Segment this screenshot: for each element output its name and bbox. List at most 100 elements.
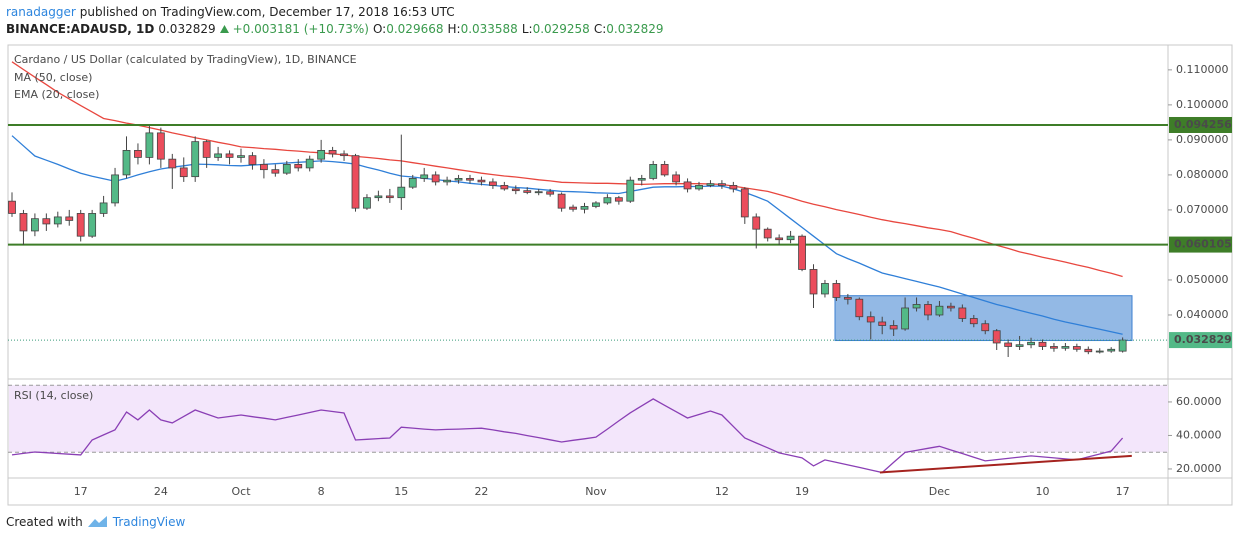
candle-body bbox=[832, 283, 841, 298]
candle-body bbox=[145, 132, 154, 158]
legend-entry: EMA (20, close) bbox=[14, 88, 99, 101]
candle-body bbox=[454, 178, 463, 181]
x-tick-label: Dec bbox=[929, 485, 950, 498]
candle-body bbox=[477, 179, 486, 183]
quote-line: BINANCE:ADAUSD, 1D 0.032829 +0.003181 (+… bbox=[6, 22, 664, 36]
candle-body bbox=[8, 200, 16, 214]
last-price: 0.032829 bbox=[158, 22, 216, 36]
candle-body bbox=[179, 167, 188, 178]
candle-body bbox=[626, 179, 635, 202]
candle-body bbox=[53, 216, 62, 225]
candle-body bbox=[76, 213, 85, 237]
candle-body bbox=[420, 174, 429, 179]
candle-body bbox=[328, 149, 337, 155]
candle-body bbox=[466, 178, 474, 181]
candle-body bbox=[65, 216, 74, 221]
author[interactable]: ranadagger bbox=[6, 5, 76, 19]
level-label: 0.060105 bbox=[1174, 238, 1232, 251]
x-tick-label: Nov bbox=[585, 485, 607, 498]
candle-body bbox=[374, 195, 383, 199]
ohlc-label: H: bbox=[447, 22, 461, 36]
ohlc-value: 0.029668 bbox=[386, 22, 444, 36]
candle-body bbox=[191, 141, 200, 178]
candle-body bbox=[889, 325, 898, 330]
change: +0.003181 (+10.73%) bbox=[232, 22, 369, 36]
candle-body bbox=[706, 183, 715, 186]
candle-body bbox=[695, 185, 703, 190]
x-tick-label: 12 bbox=[715, 485, 729, 498]
candle-body bbox=[340, 153, 348, 157]
candle-body bbox=[924, 304, 932, 316]
candle-body bbox=[866, 316, 875, 323]
candle-body bbox=[122, 149, 131, 176]
ohlc-label: L: bbox=[521, 22, 533, 36]
level-label-box bbox=[1169, 116, 1232, 133]
x-tick-label: 24 bbox=[154, 485, 168, 498]
candle-body bbox=[317, 149, 326, 160]
brand[interactable]: TradingView bbox=[112, 515, 186, 529]
candle-body bbox=[821, 283, 829, 295]
frame bbox=[7, 44, 1233, 506]
candle-body bbox=[168, 158, 177, 169]
candle-body bbox=[740, 188, 749, 218]
candle-body bbox=[1038, 341, 1047, 347]
candle-body bbox=[809, 269, 818, 295]
candle-body bbox=[534, 191, 543, 194]
x-tick-label: 17 bbox=[74, 485, 88, 498]
candle-body bbox=[614, 197, 623, 202]
trend-line bbox=[879, 454, 1132, 474]
candle-body bbox=[901, 307, 909, 330]
x-tick-label: 8 bbox=[318, 485, 325, 498]
candle-body bbox=[42, 218, 51, 225]
candle-body bbox=[798, 235, 806, 270]
level-label: 0.094256 bbox=[1174, 118, 1232, 131]
candle-body bbox=[363, 197, 371, 209]
x-tick-label: 15 bbox=[394, 485, 408, 498]
candle-body bbox=[637, 178, 646, 181]
y-tick-label: 0.110000 bbox=[1176, 63, 1229, 76]
legend-entry: RSI (14, close) bbox=[14, 389, 93, 402]
x-tick-label: 22 bbox=[474, 485, 488, 498]
candle-body bbox=[19, 213, 28, 232]
publish-line: ranadagger published on TradingView.com,… bbox=[6, 5, 455, 19]
candle-body bbox=[935, 305, 944, 316]
last-price-label: 0.032829 bbox=[1174, 333, 1232, 346]
candle-body bbox=[443, 179, 452, 183]
candle-body bbox=[1050, 346, 1058, 349]
candle-body bbox=[718, 183, 726, 186]
candle-body bbox=[729, 185, 738, 190]
candle-body bbox=[237, 155, 245, 158]
candle-body bbox=[523, 190, 532, 193]
candle-body bbox=[397, 186, 406, 199]
up-arrow bbox=[219, 25, 229, 33]
candle-body bbox=[592, 202, 600, 207]
candle-body bbox=[603, 197, 612, 204]
ohlc-value: 0.032829 bbox=[606, 22, 664, 36]
candle-body bbox=[30, 218, 39, 232]
rsi-band bbox=[9, 385, 1168, 453]
candle-body bbox=[88, 213, 97, 237]
ohlc: O: 0.029668 H: 0.033588 L: 0.029258 C: 0.032829 bbox=[373, 22, 664, 36]
last-price-box bbox=[1169, 332, 1232, 349]
candle-body bbox=[958, 307, 967, 319]
symbol: BINANCE:ADAUSD, 1D bbox=[6, 22, 155, 36]
ohlc-label: C: bbox=[593, 22, 607, 36]
candle-body bbox=[580, 206, 589, 210]
candle-body bbox=[546, 191, 555, 195]
candle-body bbox=[248, 155, 257, 165]
candle-body bbox=[408, 178, 417, 188]
published: published on TradingView.com, December 1… bbox=[79, 5, 455, 19]
candle-body bbox=[431, 174, 440, 183]
y-tick-label: 60.0000 bbox=[1176, 395, 1222, 408]
footer: Created with TradingView bbox=[6, 515, 185, 529]
y-tick-label: 0.100000 bbox=[1176, 98, 1229, 111]
candle-body bbox=[1107, 348, 1116, 352]
candle-body bbox=[855, 298, 864, 318]
y-tick-label: 0.080000 bbox=[1176, 168, 1229, 181]
candle-body bbox=[225, 153, 234, 158]
candle-body bbox=[1095, 350, 1104, 353]
candle-body bbox=[259, 164, 268, 171]
candle-body bbox=[947, 305, 955, 309]
footer-text: Created with bbox=[6, 515, 83, 529]
